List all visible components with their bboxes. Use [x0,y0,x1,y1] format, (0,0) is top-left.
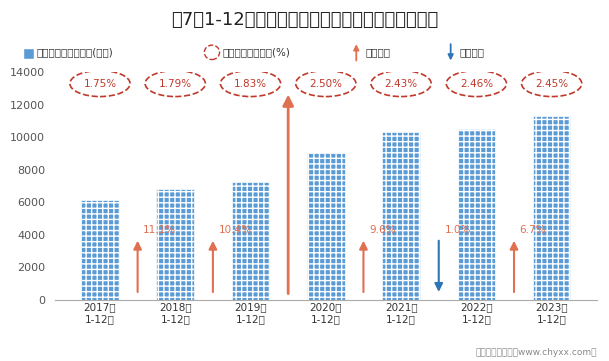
Text: 制图：智研咨询（www.chyxx.com）: 制图：智研咨询（www.chyxx.com） [475,348,597,357]
Text: 1.83%: 1.83% [234,79,267,88]
Bar [157,189,194,300]
Bar [457,129,495,300]
Bar [533,116,571,300]
Text: 2.45%: 2.45% [535,79,568,88]
Text: 9.6%: 9.6% [369,225,396,235]
Text: 6.7%: 6.7% [519,225,546,235]
Bar [307,153,345,300]
Bar [231,182,269,300]
Text: 同比减少: 同比减少 [460,47,485,57]
Text: 1.0%: 1.0% [445,225,471,235]
Text: 2.50%: 2.50% [309,79,342,88]
Bar [382,132,420,300]
Text: 2.43%: 2.43% [384,79,418,88]
Bar [81,200,119,300]
Text: 2.46%: 2.46% [460,79,493,88]
Text: 1.79%: 1.79% [159,79,192,88]
Text: 云南省占全国比重(%): 云南省占全国比重(%) [222,47,290,57]
Text: 同比增加: 同比增加 [365,47,390,57]
Text: 社会消费品零售总额(亿元): 社会消费品零售总额(亿元) [37,47,113,57]
Text: 10.4%: 10.4% [219,225,252,235]
Text: 近7年1-12月云南省累计社会消费品零售总额统计图: 近7年1-12月云南省累计社会消费品零售总额统计图 [171,11,438,29]
Text: 1.75%: 1.75% [83,79,116,88]
Text: 11.1%: 11.1% [143,225,177,235]
